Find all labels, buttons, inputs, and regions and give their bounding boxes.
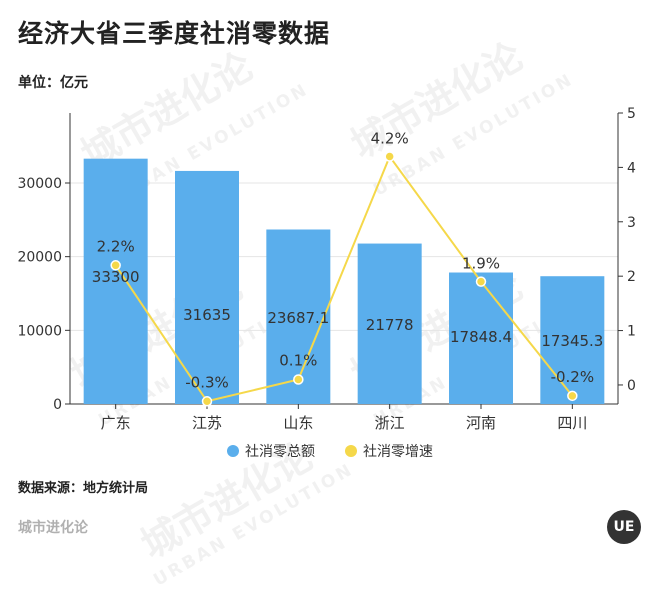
right-tick-label: 2 bbox=[627, 269, 636, 285]
page-title: 经济大省三季度社消零数据 bbox=[18, 19, 331, 48]
bar-value-label: 21778 bbox=[366, 316, 414, 334]
legend-label: 社消零总额 bbox=[245, 444, 315, 460]
growth-value-label: -0.3% bbox=[185, 373, 229, 391]
bar-value-label: 23687.1 bbox=[267, 309, 329, 327]
legend-line-marker bbox=[345, 445, 357, 457]
left-tick-label: 0 bbox=[53, 397, 62, 413]
growth-value-label: 1.9% bbox=[462, 255, 500, 273]
left-tick-label: 30000 bbox=[17, 176, 62, 192]
growth-point bbox=[201, 396, 213, 407]
x-tick-label: 江苏 bbox=[192, 414, 222, 432]
legend-item: 社消零总额 bbox=[227, 441, 315, 461]
left-tick-label: 10000 bbox=[17, 323, 62, 339]
chart: 0 10000 20000 30000 0 1 2 3 4 5 广东 江苏 山东 浙江 河南 四川 33300 3… bbox=[17, 106, 636, 432]
growth-point bbox=[384, 151, 395, 162]
right-tick-label: 5 bbox=[627, 106, 636, 122]
growth-point bbox=[475, 276, 487, 287]
legend-bar-marker bbox=[227, 445, 239, 457]
growth-value-label: 4.2% bbox=[371, 130, 409, 148]
right-tick-label: 4 bbox=[627, 160, 636, 176]
growth-value-label: -0.2% bbox=[551, 368, 595, 386]
legend: 社消零总额 社消零增速 bbox=[0, 441, 660, 461]
right-tick-label: 1 bbox=[627, 324, 636, 340]
bar-value-label: 33300 bbox=[92, 268, 140, 286]
bar-value-label: 17848.4 bbox=[450, 328, 512, 346]
legend-item: 社消零增速 bbox=[345, 441, 433, 461]
bar-value-label: 17345.3 bbox=[541, 332, 603, 350]
growth-line bbox=[114, 154, 574, 403]
x-tick-label: 四川 bbox=[557, 414, 587, 432]
growth-value-label: 2.2% bbox=[97, 237, 135, 255]
unit-label: 单位：亿元 bbox=[18, 75, 88, 91]
brand-logo: UE bbox=[607, 510, 641, 544]
bar bbox=[83, 158, 148, 404]
bar bbox=[175, 170, 239, 404]
right-tick-label: 3 bbox=[627, 215, 636, 231]
brand-name: 城市进化论 bbox=[18, 520, 88, 536]
legend-label: 社消零增速 bbox=[363, 444, 433, 460]
source-note: 数据来源：地方统计局 bbox=[18, 481, 149, 496]
growth-point bbox=[293, 374, 304, 385]
x-tick-label: 广东 bbox=[101, 414, 131, 432]
x-tick-label: 河南 bbox=[466, 414, 496, 432]
x-tick-label: 山东 bbox=[283, 414, 313, 432]
bar bbox=[449, 272, 513, 404]
bar bbox=[357, 243, 422, 404]
right-tick-label: 0 bbox=[627, 378, 636, 394]
growth-value-label: 0.1% bbox=[279, 352, 317, 370]
x-tick-label: 浙江 bbox=[375, 414, 405, 432]
growth-point bbox=[567, 390, 578, 402]
bar bbox=[540, 276, 605, 404]
left-tick-label: 20000 bbox=[17, 250, 62, 266]
growth-point bbox=[110, 260, 121, 271]
bar-value-label: 31635 bbox=[183, 306, 231, 324]
